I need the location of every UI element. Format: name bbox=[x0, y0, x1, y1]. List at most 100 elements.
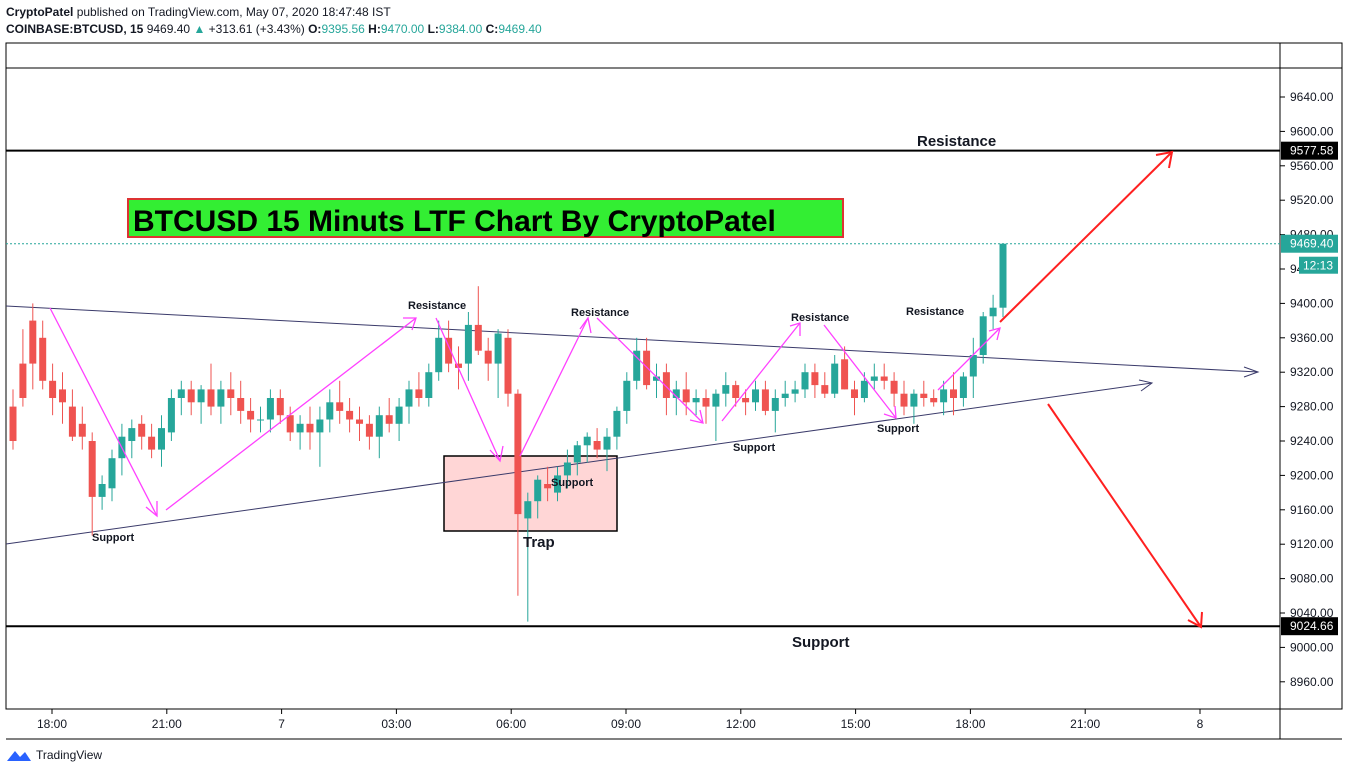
candle-down[interactable] bbox=[890, 380, 898, 394]
candle-up[interactable] bbox=[534, 479, 542, 502]
candle-up[interactable] bbox=[425, 372, 433, 398]
candle-up[interactable] bbox=[524, 501, 532, 519]
candle-down[interactable] bbox=[761, 389, 769, 411]
candle-up[interactable] bbox=[653, 376, 660, 381]
author-name[interactable]: CryptoPatel bbox=[6, 5, 74, 19]
candle-down[interactable] bbox=[356, 419, 363, 424]
candle-up[interactable] bbox=[623, 380, 631, 411]
candle-up[interactable] bbox=[940, 389, 948, 403]
candle-up[interactable] bbox=[910, 393, 918, 407]
candle-up[interactable] bbox=[108, 458, 116, 489]
candle-down[interactable] bbox=[950, 389, 957, 398]
candle-up[interactable] bbox=[128, 428, 136, 441]
candle-up[interactable] bbox=[326, 402, 334, 420]
candle-down[interactable] bbox=[306, 423, 314, 433]
candle-down[interactable] bbox=[841, 359, 849, 390]
candle-up[interactable] bbox=[405, 389, 413, 407]
candle-down[interactable] bbox=[742, 398, 750, 403]
candle-up[interactable] bbox=[316, 419, 324, 433]
tradingview-footer[interactable]: TradingView bbox=[6, 748, 102, 762]
candle-up[interactable] bbox=[722, 385, 730, 394]
candle-down[interactable] bbox=[247, 410, 255, 420]
candle-down[interactable] bbox=[930, 398, 938, 403]
candle-up[interactable] bbox=[158, 428, 165, 450]
candle-down[interactable] bbox=[148, 436, 156, 450]
candle-up[interactable] bbox=[860, 380, 868, 398]
candle-down[interactable] bbox=[346, 410, 354, 420]
candle-up[interactable] bbox=[633, 350, 641, 381]
candle-down[interactable] bbox=[455, 363, 462, 368]
candle-down[interactable] bbox=[544, 484, 552, 489]
candle-down[interactable] bbox=[19, 363, 27, 398]
candle-down[interactable] bbox=[138, 423, 146, 437]
candle-up[interactable] bbox=[712, 393, 720, 407]
candle-up[interactable] bbox=[563, 462, 571, 476]
candle-up[interactable] bbox=[781, 393, 789, 398]
candle-up[interactable] bbox=[831, 363, 839, 394]
candle-up[interactable] bbox=[959, 376, 967, 399]
candle-down[interactable] bbox=[880, 376, 888, 381]
candle-up[interactable] bbox=[167, 398, 175, 433]
candle-down[interactable] bbox=[484, 350, 492, 364]
candle-down[interactable] bbox=[900, 393, 908, 407]
candle-up[interactable] bbox=[266, 398, 274, 420]
candle-down[interactable] bbox=[78, 423, 86, 437]
candle-down[interactable] bbox=[365, 423, 373, 437]
candle-up[interactable] bbox=[494, 333, 502, 364]
candle-up[interactable] bbox=[692, 398, 700, 403]
candle-up[interactable] bbox=[613, 410, 621, 437]
candle-up[interactable] bbox=[979, 316, 987, 355]
candle-up[interactable] bbox=[217, 389, 225, 407]
candle-up[interactable] bbox=[791, 389, 799, 394]
candle-up[interactable] bbox=[969, 355, 977, 377]
candle-down[interactable] bbox=[732, 385, 740, 398]
candle-up[interactable] bbox=[435, 337, 443, 373]
candle-up[interactable] bbox=[989, 307, 997, 317]
candle-up[interactable] bbox=[672, 389, 680, 398]
candle-down[interactable] bbox=[920, 393, 928, 398]
candle-down[interactable] bbox=[39, 337, 47, 381]
candle-down[interactable] bbox=[276, 398, 284, 416]
candle-up[interactable] bbox=[554, 475, 561, 493]
lower-trendline[interactable] bbox=[5, 382, 1153, 545]
candle-down[interactable] bbox=[286, 415, 294, 433]
candle-down[interactable] bbox=[207, 389, 215, 407]
candle-up[interactable] bbox=[752, 389, 759, 403]
candle-down[interactable] bbox=[593, 441, 601, 450]
candle-down[interactable] bbox=[49, 380, 57, 398]
candle-up[interactable] bbox=[464, 324, 472, 364]
candle-up[interactable] bbox=[177, 389, 185, 398]
candle-up[interactable] bbox=[257, 419, 264, 421]
candle-down[interactable] bbox=[415, 389, 423, 398]
candle-up[interactable] bbox=[197, 389, 205, 403]
candle-down[interactable] bbox=[811, 372, 819, 386]
candle-down[interactable] bbox=[68, 406, 76, 437]
candle-down[interactable] bbox=[9, 406, 17, 441]
candle-down[interactable] bbox=[237, 398, 245, 411]
candle-down[interactable] bbox=[385, 415, 393, 424]
symbol-label[interactable]: COINBASE:BTCUSD, 15 bbox=[6, 22, 144, 36]
candle-down[interactable] bbox=[59, 389, 66, 403]
candle-up[interactable] bbox=[999, 243, 1007, 308]
candle-down[interactable] bbox=[29, 320, 37, 364]
candle-down[interactable] bbox=[851, 389, 858, 398]
candle-down[interactable] bbox=[514, 393, 522, 515]
candle-down[interactable] bbox=[88, 441, 96, 497]
candle-up[interactable] bbox=[870, 376, 878, 381]
candle-up[interactable] bbox=[98, 484, 106, 497]
candle-down[interactable] bbox=[821, 385, 829, 394]
candle-up[interactable] bbox=[573, 445, 581, 463]
candle-down[interactable] bbox=[702, 398, 710, 407]
candle-down[interactable] bbox=[336, 402, 344, 411]
candle-down[interactable] bbox=[187, 389, 195, 403]
candle-up[interactable] bbox=[395, 406, 403, 424]
upper-trendline[interactable] bbox=[5, 305, 1259, 373]
candle-up[interactable] bbox=[583, 436, 591, 446]
candle-down[interactable] bbox=[227, 389, 235, 398]
candle-up[interactable] bbox=[603, 436, 611, 450]
candle-down[interactable] bbox=[682, 389, 690, 403]
candle-down[interactable] bbox=[504, 337, 512, 394]
candle-up[interactable] bbox=[771, 398, 779, 411]
candle-down[interactable] bbox=[474, 324, 482, 351]
